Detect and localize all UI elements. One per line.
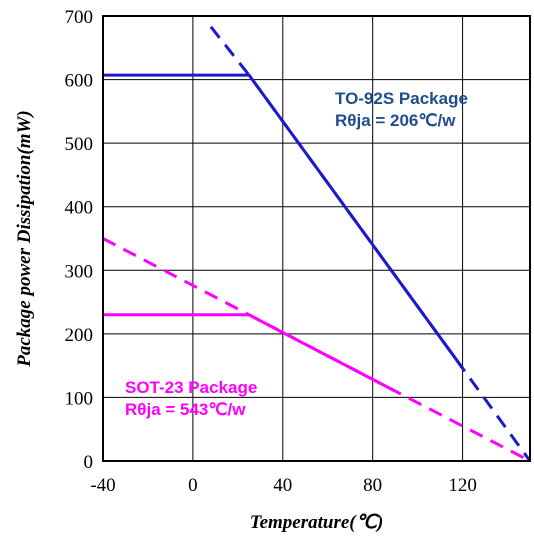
series-lines — [102, 25, 532, 463]
series-0-annotation-line: TO-92S Package — [335, 89, 468, 108]
y-tick-label: 500 — [65, 134, 94, 155]
x-axis-label: Temperature(℃) — [250, 512, 384, 533]
y-tick-label: 700 — [65, 7, 94, 28]
x-tick-label: -40 — [90, 475, 115, 496]
y-tick-label: 0 — [84, 452, 94, 473]
plot-frame — [102, 15, 531, 462]
y-axis-label: Package power Dissipation(mW) — [14, 110, 35, 368]
y-tick-label: 300 — [65, 261, 94, 282]
series-0-solid-line — [103, 73, 464, 370]
annotations: TO-92S Package Rθja = 206℃/w SOT-23 Packag… — [125, 89, 468, 419]
series-1-annotation-line: Rθja = 543℃/w — [125, 400, 246, 419]
series-1-solid-line — [103, 313, 396, 393]
series-1-dashed-line — [102, 237, 531, 463]
y-tick-label: 100 — [65, 388, 94, 409]
y-tick-label: 600 — [65, 71, 94, 92]
x-tick-label: 40 — [273, 475, 292, 496]
series-0-annotation-line: Rθja = 206℃/w — [335, 111, 456, 130]
series-1-annotation-line: SOT-23 Package — [125, 378, 257, 397]
x-tick-label: 80 — [363, 475, 382, 496]
x-tick-label: 0 — [188, 475, 198, 496]
y-tick-label: 400 — [65, 198, 94, 219]
x-tick-label: 120 — [448, 475, 477, 496]
y-tick-label: 200 — [65, 325, 94, 346]
